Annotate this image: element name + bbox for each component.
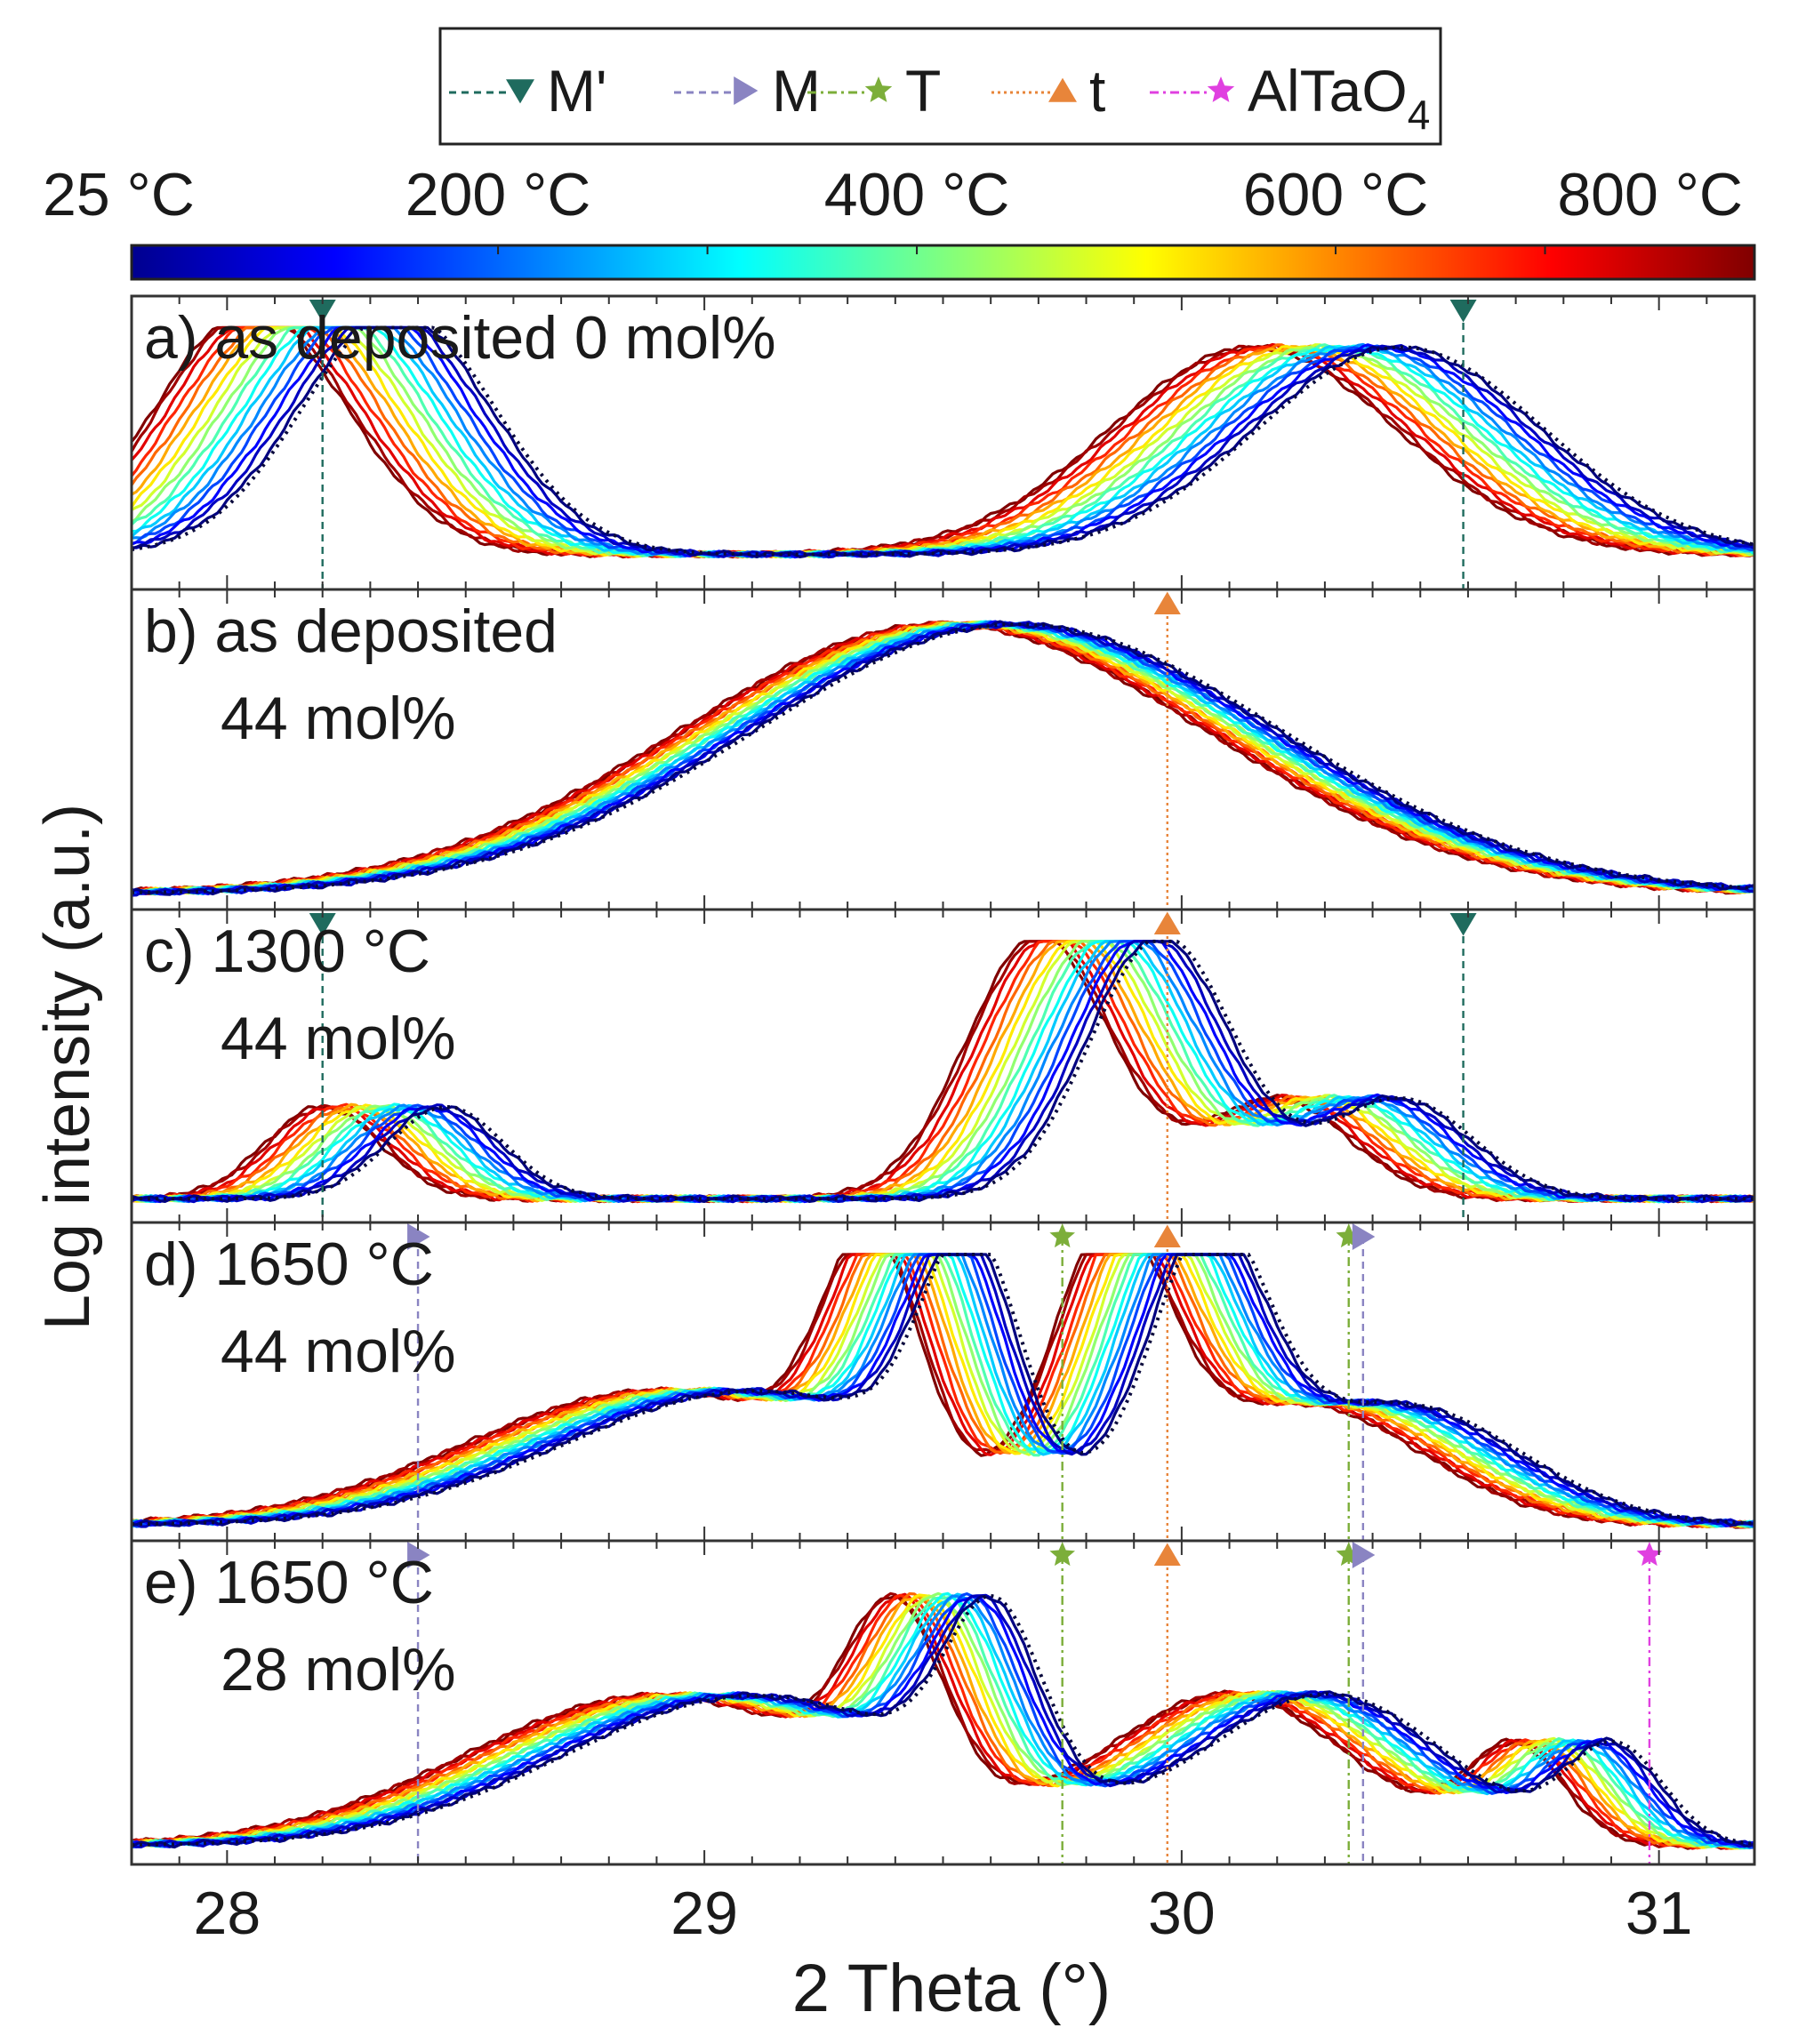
curve-group [131, 1591, 1755, 1850]
legend-subscript: 4 [1408, 92, 1431, 138]
legend-entry: T [807, 58, 941, 124]
colorbar-label: 600 °C [1243, 161, 1429, 228]
legend-marker [1048, 77, 1077, 102]
curve-475C [131, 1253, 1755, 1528]
phase-marker [1636, 1542, 1663, 1567]
reference-curve [131, 325, 1755, 557]
colorbar-label: 400 °C [824, 161, 1010, 228]
curve-group [131, 1253, 1755, 1529]
curve-575C [131, 1253, 1755, 1528]
curve-800C [131, 1253, 1755, 1529]
panel-label: 44 mol% [221, 1005, 456, 1072]
legend-marker [506, 79, 534, 104]
x-tick-label: 30 [1148, 1880, 1216, 1947]
legend-marker [734, 76, 759, 105]
y-axis-label: Log intensity (a.u.) [32, 804, 103, 1330]
curve-725C [130, 325, 1755, 558]
panel-d: d) 1650 °C 44 mol% [130, 1221, 1756, 1543]
curve-575C [131, 325, 1755, 559]
colorbar-gradient [130, 244, 1756, 281]
phase-marker [1449, 913, 1477, 936]
panel-c: c) 1300 °C 44 mol% [130, 908, 1756, 1224]
legend-label: M' [547, 58, 607, 124]
curve-group [130, 325, 1755, 559]
curve-25C [131, 940, 1755, 1204]
colorbar-label: 200 °C [405, 161, 591, 228]
legend-entry: t [991, 58, 1105, 124]
x-tick-label: 31 [1625, 1880, 1693, 1947]
curve-group [131, 620, 1755, 897]
panel-a: a) as deposited 0 mol% [130, 294, 1756, 591]
legend-label: M [772, 58, 821, 124]
curve-25C [132, 1253, 1755, 1527]
colorbar-label: 800 °C [1557, 161, 1743, 228]
colorbar: 25 °C 200 °C 400 °C 600 °C 800 °C [43, 161, 1756, 281]
phase-marker [309, 913, 336, 936]
curve-group [131, 939, 1755, 1204]
phase-marker [1153, 1543, 1181, 1566]
curve-675C [130, 325, 1755, 559]
phase-marker [407, 1223, 430, 1250]
x-tick-label: 29 [670, 1880, 738, 1947]
phase-marker [309, 300, 336, 323]
legend-label: T [905, 58, 941, 124]
legend-label: t [1089, 58, 1105, 124]
reference-curve [131, 1593, 1755, 1847]
curve-775C [131, 1591, 1755, 1850]
curve-25C [131, 620, 1755, 896]
phase-marker [1153, 591, 1181, 614]
phase-marker [1049, 1542, 1075, 1567]
phase-marker [1153, 1224, 1181, 1247]
panel-label: e) 1650 °C [144, 1549, 434, 1616]
panel-b: b) as deposited 44 mol% [130, 588, 1756, 911]
panel-e: e) 1650 °C 28 mol% [130, 1539, 1756, 1866]
legend-box [438, 27, 1442, 146]
legend-marker [1207, 76, 1235, 102]
curve-725C [131, 1592, 1755, 1850]
phase-marker [1449, 300, 1477, 323]
panel-label: 28 mol% [221, 1636, 456, 1703]
reference-curve [132, 939, 1754, 1201]
phase-marker [1352, 1542, 1376, 1568]
panel-label: c) 1300 °C [144, 918, 430, 985]
phase-marker [1352, 1223, 1376, 1250]
phase-marker [1153, 911, 1181, 934]
panel-label: d) 1650 °C [144, 1230, 434, 1298]
panel-label: 44 mol% [221, 1318, 456, 1385]
legend-marker [864, 76, 893, 102]
curve-675C [131, 1593, 1755, 1850]
curve-525C [132, 1253, 1755, 1529]
x-axis-label: 2 Theta (°) [792, 1951, 1111, 2026]
legend-entry: M [674, 58, 821, 124]
panel-label: a) as deposited 0 mol% [144, 304, 776, 372]
panel-label: b) as deposited [144, 597, 558, 665]
phase-marker [1049, 1223, 1075, 1248]
curve-175C [132, 1592, 1755, 1849]
curve-425C [131, 1253, 1755, 1528]
colorbar-label: 25 °C [43, 161, 195, 228]
phase-marker [407, 1542, 430, 1568]
legend-entry: M' [449, 58, 607, 124]
x-tick-label: 28 [194, 1880, 261, 1947]
panel-label: 44 mol% [221, 685, 456, 752]
